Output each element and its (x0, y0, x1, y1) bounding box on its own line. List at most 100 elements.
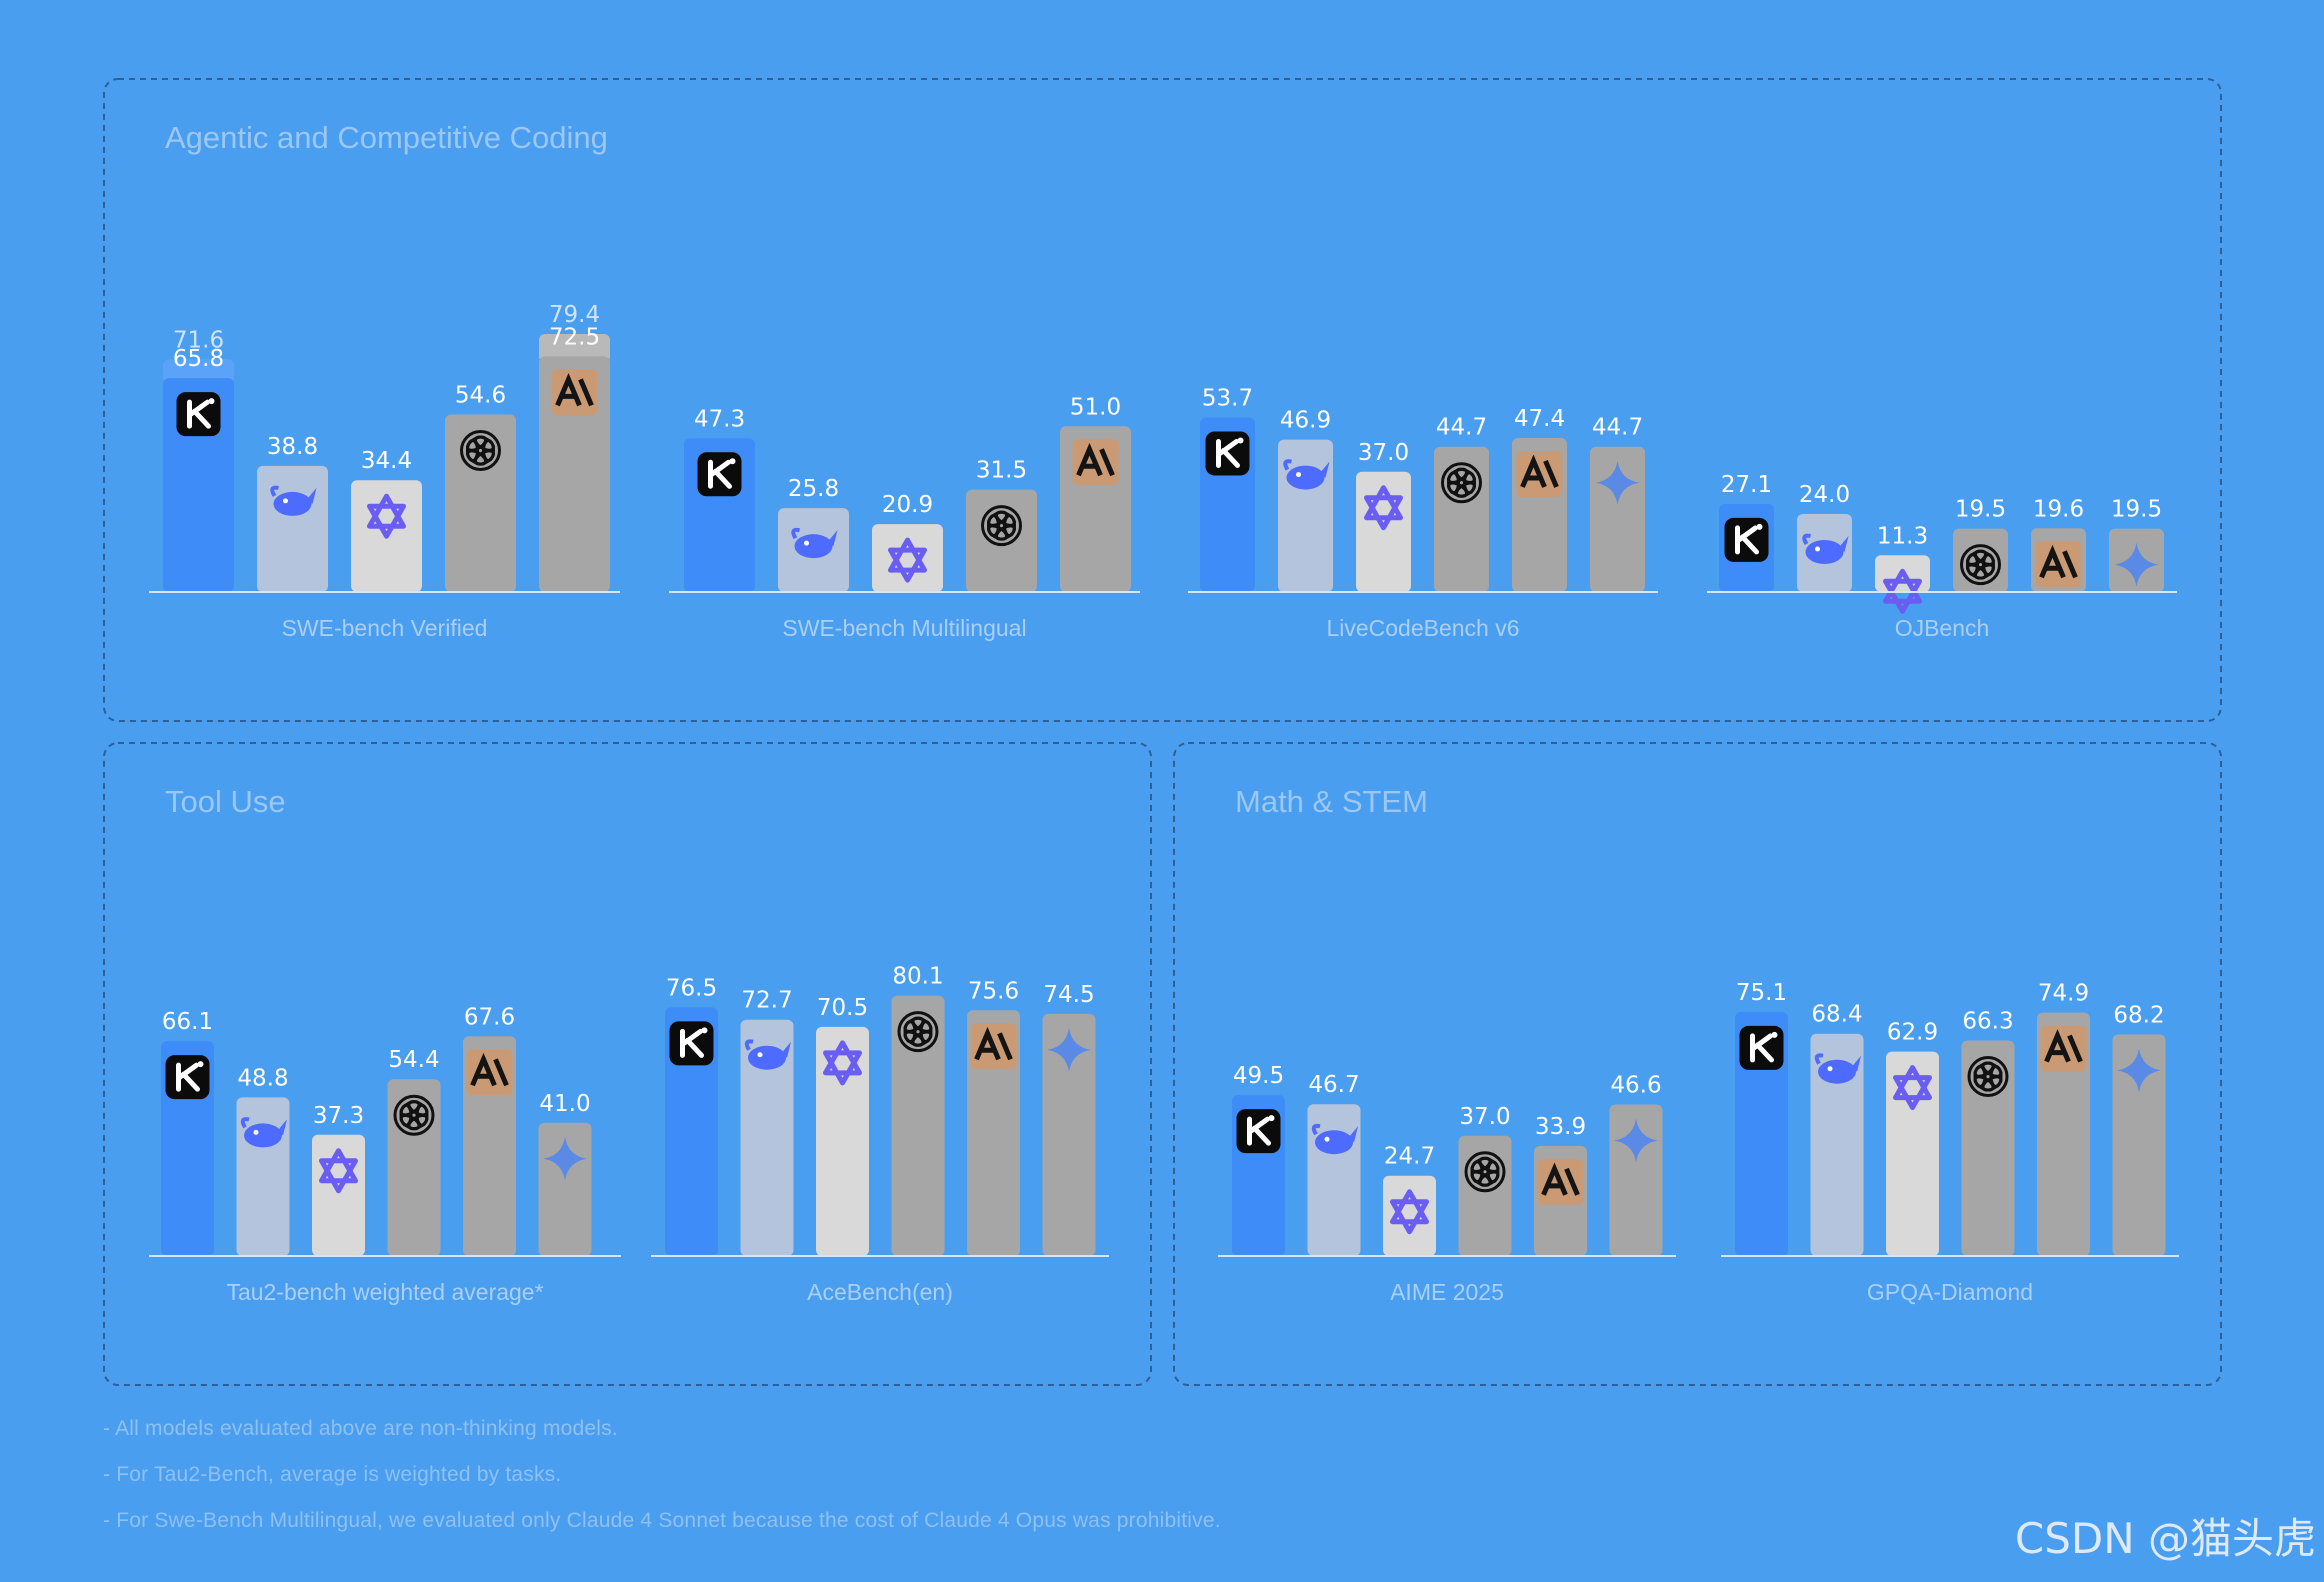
bar-anthropic (967, 1010, 1020, 1256)
chart-group: 47.3 25.8 20.9 31.5 51.0 SWE-bench Multilingu… (669, 394, 1140, 641)
value-label: 47.3 (694, 406, 745, 432)
bar-gemini (2112, 1034, 2166, 1256)
value-label: 72.5 (549, 324, 600, 350)
openai-logo-icon (460, 430, 501, 472)
openai-logo-icon (981, 505, 1022, 547)
bar-openai (445, 414, 516, 592)
value-label: 66.3 (1962, 1009, 2013, 1035)
footnote-1: - All models evaluated above are non-thi… (103, 1417, 618, 1440)
bar-kimi (1735, 1011, 1788, 1256)
panel-frame (1173, 742, 2222, 1386)
deepseek-whale-icon (1802, 533, 1849, 564)
category-label: SWE-bench Multilingual (782, 615, 1026, 641)
bar-extended (539, 333, 610, 363)
value-label: 72.7 (741, 988, 792, 1014)
panel-title: Tool Use (165, 784, 286, 819)
value-label: 48.8 (237, 1065, 288, 1091)
bar-qwen (816, 1026, 869, 1256)
anthropic-logo-icon (551, 369, 598, 416)
value-label: 49.5 (1233, 1063, 1284, 1089)
gemini-sparkle-icon (2117, 1048, 2161, 1093)
value-label: 41.0 (539, 1091, 590, 1117)
qwen-logo-icon (367, 493, 406, 539)
value-label: 38.8 (267, 434, 318, 460)
footnote-3: - For Swe-Bench Multilingual, we evaluat… (103, 1509, 1221, 1532)
deepseek-whale-icon (240, 1117, 287, 1148)
openai-logo-icon (393, 1094, 435, 1136)
bar-qwen (872, 524, 943, 592)
chart-group: 65.871.6 38.8 34.4 54.6 72.579.4 SWE-bench Ve… (149, 302, 620, 641)
bar-qwen (1886, 1051, 1939, 1256)
value-label: 54.6 (455, 383, 506, 409)
value-label: 47.4 (1514, 406, 1565, 432)
deepseek-whale-icon (1283, 459, 1330, 490)
value-label: 67.6 (464, 1004, 515, 1030)
qwen-logo-icon (1390, 1189, 1429, 1235)
value-label: 31.5 (976, 458, 1027, 484)
kimi-logo-icon (1739, 1025, 1784, 1070)
qwen-logo-icon (1364, 485, 1403, 531)
value-label: 37.0 (1358, 440, 1409, 466)
category-label: Tau2-bench weighted average* (226, 1279, 543, 1305)
value-label: 25.8 (788, 476, 839, 502)
value-label: 44.7 (1592, 415, 1643, 441)
chart-group: 53.7 46.9 37.0 44.7 47.4 44.7 LiveCodeBench v6 (1188, 385, 1658, 641)
value-label: 34.4 (361, 448, 412, 474)
anthropic-logo-icon (466, 1049, 513, 1096)
chart-group: 49.5 46.7 24.7 37.0 33.9 46.6 AIME 2025 (1218, 1063, 1676, 1305)
kimi-logo-icon (165, 1055, 210, 1100)
kimi-logo-icon (1236, 1109, 1281, 1154)
bar-anthropic (2037, 1012, 2090, 1256)
value-label: 80.1 (892, 964, 943, 990)
value-label: 62.9 (1887, 1020, 1938, 1046)
category-label: LiveCodeBench v6 (1326, 615, 1519, 641)
value-label: 53.7 (1202, 385, 1253, 411)
value-label: 46.6 (1610, 1073, 1661, 1099)
kimi-logo-icon (1724, 517, 1769, 562)
openai-logo-icon (1967, 1056, 2009, 1098)
value-label: 65.8 (173, 346, 224, 372)
value-label: 74.5 (1043, 982, 1094, 1008)
bar-qwen (1383, 1175, 1436, 1256)
bar-kimi (665, 1007, 718, 1256)
value-label: 33.9 (1535, 1114, 1586, 1140)
kimi-logo-icon (176, 392, 221, 437)
openai-logo-icon (1464, 1151, 1506, 1193)
value-label-extended: 71.6 (173, 327, 224, 353)
value-label: 11.3 (1877, 523, 1928, 549)
panel-frame (103, 742, 1152, 1386)
value-label: 37.0 (1459, 1104, 1510, 1130)
chart-group: 27.1 24.0 11.3 19.5 19.6 19.5 OJBench (1707, 472, 2177, 641)
deepseek-whale-icon (1311, 1123, 1358, 1155)
value-label: 76.5 (666, 975, 717, 1001)
qwen-logo-icon (888, 537, 927, 583)
value-label-extended: 79.4 (549, 302, 600, 328)
category-label: AIME 2025 (1390, 1279, 1504, 1305)
value-label: 19.5 (2111, 497, 2162, 523)
value-label: 24.7 (1384, 1144, 1435, 1170)
gemini-sparkle-icon (1047, 1027, 1091, 1072)
anthropic-logo-icon (970, 1023, 1017, 1070)
value-label: 24.0 (1799, 482, 1850, 508)
kimi-logo-icon (1205, 431, 1250, 476)
value-label: 46.9 (1280, 408, 1331, 434)
value-label: 75.1 (1736, 980, 1787, 1006)
value-label: 19.5 (1955, 497, 2006, 523)
anthropic-logo-icon (1537, 1158, 1584, 1205)
value-label: 75.6 (968, 978, 1019, 1004)
openai-logo-icon (897, 1011, 939, 1053)
gemini-sparkle-icon (1614, 1118, 1658, 1163)
value-label: 51.0 (1070, 394, 1121, 420)
category-label: GPQA-Diamond (1867, 1279, 2033, 1305)
value-label: 66.1 (162, 1009, 213, 1035)
gemini-sparkle-icon (1595, 460, 1640, 505)
bar-gemini (1042, 1013, 1096, 1256)
anthropic-logo-icon (2035, 541, 2082, 588)
category-label: SWE-bench Verified (282, 615, 488, 641)
anthropic-logo-icon (1072, 439, 1119, 486)
deepseek-whale-icon (791, 527, 838, 559)
openai-logo-icon (1960, 544, 2001, 586)
bar-gemini (538, 1122, 592, 1256)
value-label: 46.7 (1308, 1072, 1359, 1098)
